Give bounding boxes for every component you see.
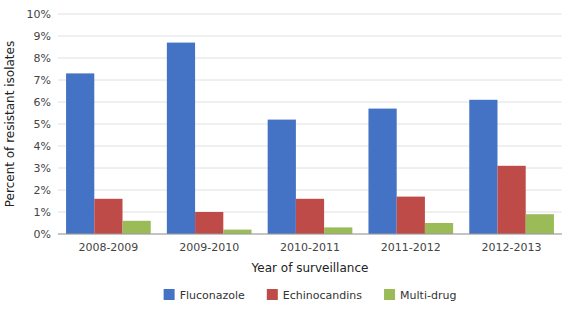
bar [526, 214, 554, 234]
y-tick-label: 2% [34, 184, 51, 197]
chart: 0% 1% 2% 3% 4% 5% 6% 7% 8% 9% 10% 2008-2009 2009-201… [0, 0, 576, 318]
legend-swatch [164, 289, 175, 300]
legend-item: Fluconazole [164, 289, 245, 302]
bars [66, 43, 554, 234]
x-tick-label: 2009-2010 [179, 241, 239, 254]
y-tick-label: 4% [34, 140, 51, 153]
grid-line [58, 14, 562, 15]
grid-line [58, 58, 562, 59]
legend-label: Fluconazole [180, 289, 245, 302]
y-tick-label: 7% [34, 74, 51, 87]
y-tick-label: 9% [34, 30, 51, 43]
legend-item: Echinocandins [267, 289, 362, 302]
x-axis-label: Year of surveillance [251, 261, 369, 275]
bar [324, 227, 352, 234]
bar [94, 199, 122, 234]
y-tick-label: 8% [34, 52, 51, 65]
bar [397, 197, 425, 234]
y-tick-label: 1% [34, 206, 51, 219]
bar [497, 166, 525, 234]
y-axis-label: Percent of resistant isolates [3, 41, 17, 207]
grid-line [58, 36, 562, 37]
legend: Fluconazole Echinocandins Multi-drug [164, 289, 457, 302]
y-tick-label: 3% [34, 162, 51, 175]
x-tick-label: 2010-2011 [280, 241, 340, 254]
y-tick-label: 10% [27, 8, 51, 21]
y-tick-label: 5% [34, 118, 51, 131]
grid-line [58, 234, 562, 235]
bar [195, 212, 223, 234]
legend-item: Multi-drug [384, 289, 456, 302]
legend-label: Multi-drug [400, 289, 456, 302]
bar [469, 100, 497, 234]
x-axis-line [58, 234, 562, 235]
x-tick-label: 2012-2013 [482, 241, 542, 254]
bar [66, 73, 94, 234]
bar [296, 199, 324, 234]
bar [123, 221, 151, 234]
x-tick-label: 2008-2009 [78, 241, 138, 254]
bar [368, 109, 396, 234]
bar [167, 43, 195, 234]
legend-label: Echinocandins [283, 289, 362, 302]
bar [223, 230, 251, 234]
legend-swatch [384, 289, 395, 300]
bar [268, 120, 296, 234]
grid-line [58, 80, 562, 81]
legend-swatch [267, 289, 278, 300]
y-tick-label: 6% [34, 96, 51, 109]
x-tick-label: 2011-2012 [381, 241, 441, 254]
bar [425, 223, 453, 234]
y-tick-label: 0% [34, 228, 51, 241]
